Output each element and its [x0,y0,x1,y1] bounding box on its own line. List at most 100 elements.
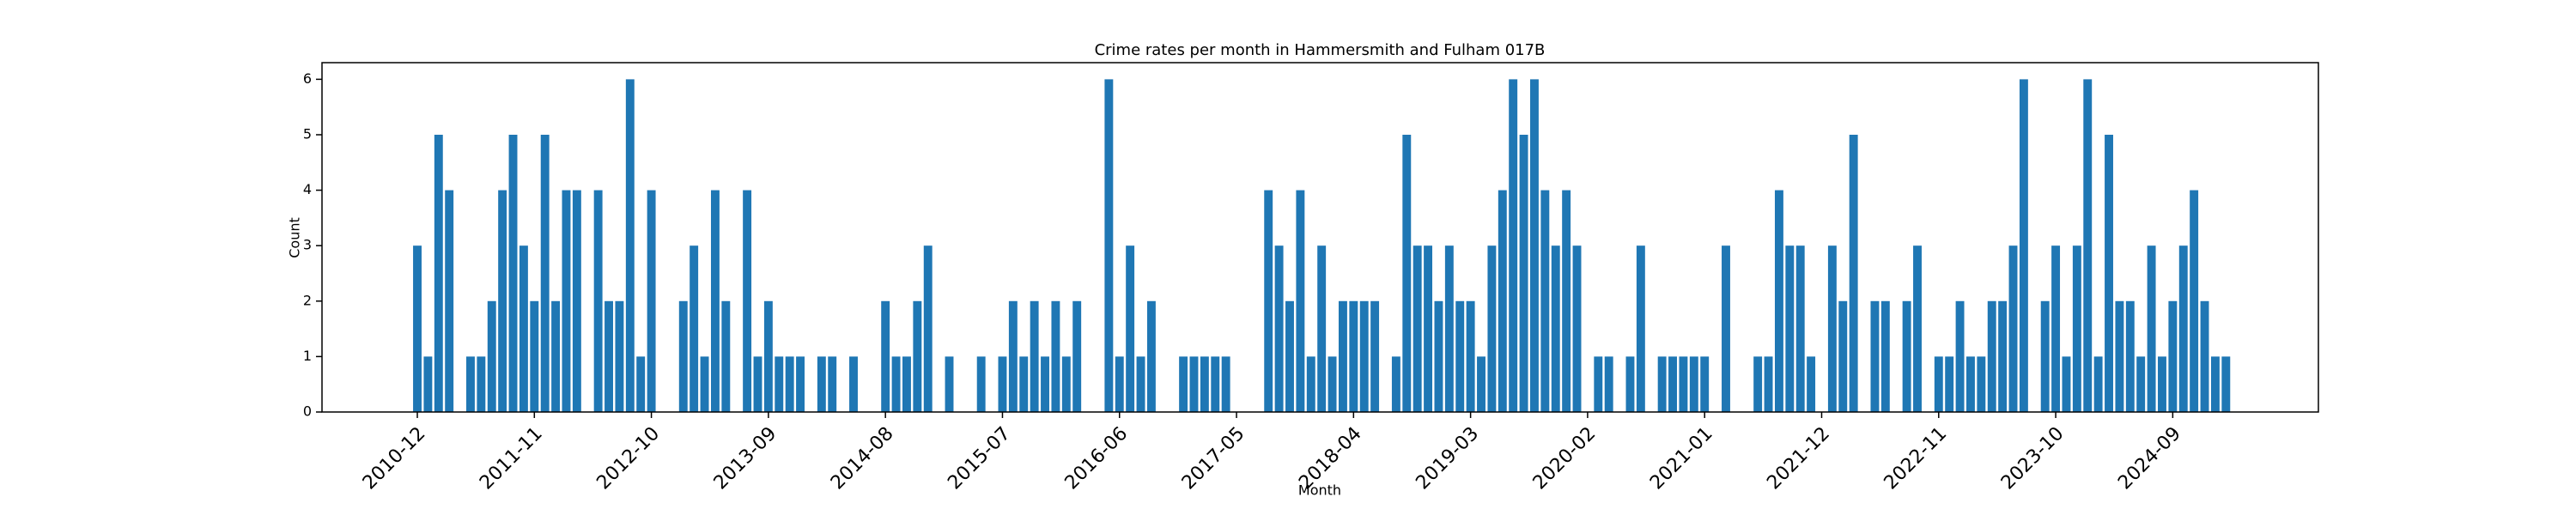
bar [891,356,901,412]
bar [1115,356,1124,412]
bar [445,190,454,413]
y-tick-label: 4 [303,181,312,197]
bar [1679,356,1688,412]
bar [1146,300,1156,412]
x-tick-label: 2019-03 [1412,423,1483,494]
bar [2158,356,2166,412]
bar [998,356,1007,412]
bar [466,356,475,412]
bar [2072,245,2081,412]
bar [1689,356,1698,412]
bar [1625,356,1635,412]
chart-title: Crime rates per month in Hammersmith and… [1095,41,1546,59]
bar [498,190,507,413]
bar [2093,356,2103,412]
bar [2019,79,2028,412]
bar [2051,245,2061,412]
bar [1306,356,1315,412]
bar [1051,300,1060,412]
bar [2125,300,2135,412]
bar [1753,356,1763,412]
bar [678,300,688,412]
bar [625,79,635,412]
bar [1530,79,1539,412]
bar [519,245,528,412]
bar [1296,190,1305,413]
bar [1785,245,1795,412]
y-tick-label: 6 [303,70,312,87]
bar [1008,300,1018,412]
bar [530,300,539,412]
bar [881,300,890,412]
bar [1668,356,1677,412]
plot-frame [321,62,2319,413]
bar [828,356,837,412]
bar [2190,190,2199,413]
bar [1519,134,1528,412]
bar [1604,356,1613,412]
bar [1211,356,1220,412]
bar [1189,356,1199,412]
bar [1594,356,1603,412]
bar [2178,245,2188,412]
bar [1104,79,1114,412]
bar [1827,245,1837,412]
bar [1179,356,1188,412]
bar [1455,300,1465,412]
bar [1498,190,1507,413]
bar [753,356,762,412]
bar [1807,356,1816,412]
bar [721,300,731,412]
bar [1700,356,1710,412]
bar [690,245,699,412]
bar [1264,190,1273,413]
bar [1913,245,1922,412]
bar [593,190,603,413]
bar [1998,300,2008,412]
bar [2147,245,2156,412]
bar [1849,134,1858,412]
x-tick-label: 2011-11 [476,423,547,494]
bar [817,356,826,412]
bar [1880,300,1890,412]
bar [1349,300,1358,412]
bar [1870,300,1880,412]
bar [1987,300,1996,412]
bar [487,300,496,412]
bar [540,134,550,412]
bar [562,190,571,413]
bar [1934,356,1943,412]
bar [1657,356,1667,412]
bar [1795,245,1805,412]
bar [1722,245,1730,412]
x-axis-label: Month [1298,482,1341,499]
bar [923,245,933,412]
bar [1019,356,1029,412]
bar [1072,300,1082,412]
bar [1285,300,1294,412]
bar [710,190,720,413]
bar [945,356,954,412]
bar [1487,245,1497,412]
bar [2221,356,2231,412]
x-tick-label: 2023-10 [1997,423,2069,494]
bar [902,356,911,412]
bar [796,356,805,412]
bar [775,356,784,412]
bar [1061,356,1071,412]
bar [477,356,486,412]
bar [1359,300,1369,412]
bar [1477,356,1485,412]
bar [508,134,518,412]
bar [1774,190,1783,413]
bar [1370,300,1380,412]
bar [2062,356,2071,412]
bar [1434,300,1443,412]
x-tick-label: 2024-09 [2114,423,2185,494]
bar [1136,356,1145,412]
bar [647,190,656,413]
bar [1955,300,1965,412]
x-tick-label: 2016-06 [1061,423,1133,494]
